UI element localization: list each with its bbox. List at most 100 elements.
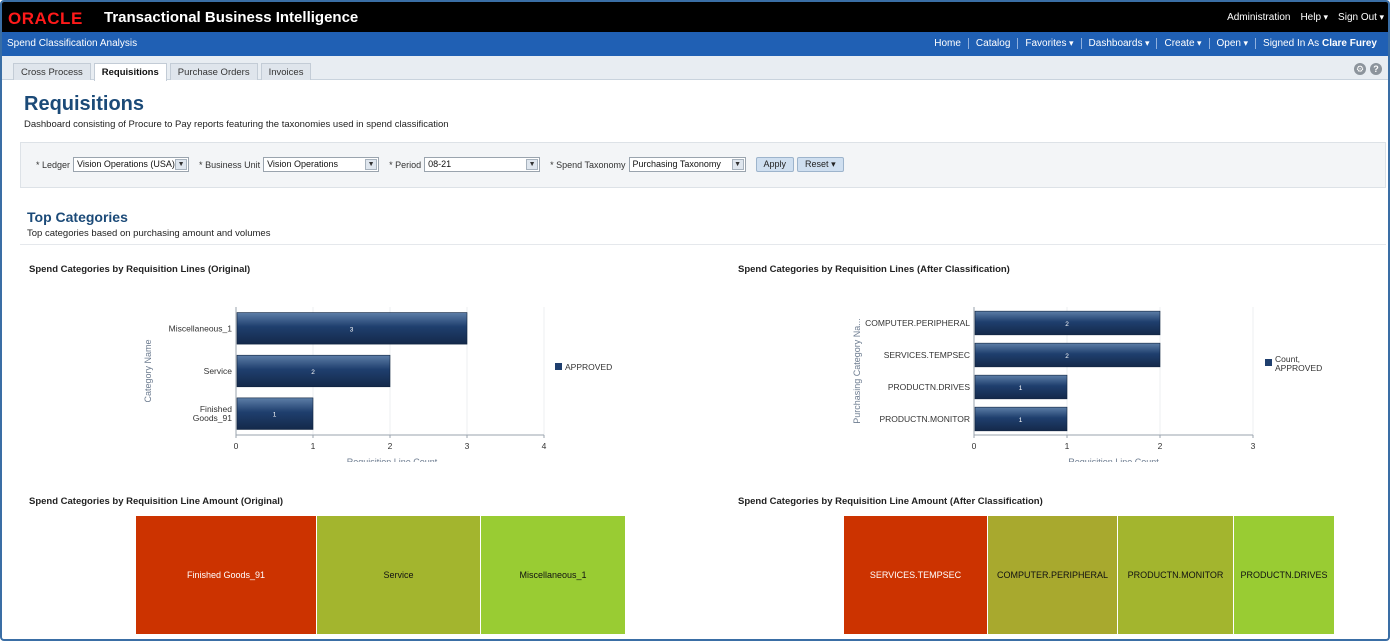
treemap-tile[interactable]: PRODUCTN.DRIVES bbox=[1234, 516, 1335, 634]
signed-in-label: Signed In As bbox=[1263, 38, 1320, 49]
category-label: PRODUCTN.MONITOR bbox=[879, 414, 970, 424]
nav-links: Home Catalog Favorites Dashboards Create… bbox=[927, 38, 1384, 49]
bar-value-label: 2 bbox=[1065, 353, 1069, 360]
x-tick-label: 0 bbox=[234, 441, 239, 451]
x-tick-label: 3 bbox=[1251, 441, 1256, 451]
chart-title-lines-after: Spend Categories by Requisition Lines (A… bbox=[738, 264, 1010, 275]
treemap-amount-after: SERVICES.TEMPSEC COMPUTER.PERIPHERAL PRODU… bbox=[844, 516, 1335, 634]
sign-out-link[interactable]: Sign Out bbox=[1338, 12, 1384, 23]
treemap-tile[interactable]: COMPUTER.PERIPHERAL bbox=[988, 516, 1118, 634]
category-label: Finished bbox=[200, 404, 232, 414]
x-tick-label: 1 bbox=[1065, 441, 1070, 451]
top-bar: ORACLE Transactional Business Intelligen… bbox=[2, 2, 1388, 32]
x-tick-label: 3 bbox=[465, 441, 470, 451]
tab-cross-process[interactable]: Cross Process bbox=[13, 63, 91, 80]
legend-swatch bbox=[1265, 359, 1272, 366]
chart-title-lines-original: Spend Categories by Requisition Lines (O… bbox=[29, 264, 251, 275]
bar bbox=[974, 342, 1161, 368]
period-select[interactable]: 08-21 ▼ bbox=[424, 157, 541, 172]
bar bbox=[974, 406, 1068, 432]
business-unit-select[interactable]: Vision Operations ▼ bbox=[263, 157, 380, 172]
help-menu[interactable]: Help bbox=[1300, 12, 1328, 23]
category-label: Goods_91 bbox=[193, 413, 232, 423]
business-unit-label: Business Unit bbox=[199, 160, 260, 170]
treemap-tile[interactable]: Miscellaneous_1 bbox=[481, 516, 626, 634]
period-value: 08-21 bbox=[428, 159, 452, 169]
treemap-tile[interactable]: SERVICES.TEMPSEC bbox=[844, 516, 988, 634]
bar-value-label: 2 bbox=[1065, 321, 1069, 328]
signed-in-info: Signed In As Clare Furey bbox=[1255, 38, 1384, 49]
home-link[interactable]: Home bbox=[934, 38, 961, 49]
business-unit-value: Vision Operations bbox=[267, 159, 338, 169]
treemap-amount-original: Finished Goods_91 Service Miscellaneous_1 bbox=[136, 516, 626, 634]
spend-taxonomy-value: Purchasing Taxonomy bbox=[632, 159, 721, 169]
administration-link[interactable]: Administration bbox=[1227, 12, 1291, 23]
y-axis-title: Category Name bbox=[143, 339, 153, 402]
tab-purchase-orders[interactable]: Purchase Orders bbox=[169, 63, 258, 80]
legend-swatch bbox=[555, 363, 562, 370]
tab-bar: Cross Process Requisitions Purchase Orde… bbox=[2, 56, 1388, 81]
legend-label: Count, bbox=[1275, 354, 1300, 364]
x-axis-title: Requisition Line Count bbox=[347, 457, 438, 462]
period-label: Period bbox=[389, 160, 421, 170]
chart-title-amount-original: Spend Categories by Requisition Line Amo… bbox=[29, 496, 284, 507]
x-tick-label: 0 bbox=[972, 441, 977, 451]
reset-button[interactable]: Reset bbox=[797, 157, 844, 172]
section-divider bbox=[20, 244, 1386, 245]
oracle-logo: ORACLE bbox=[8, 9, 83, 28]
user-name[interactable]: Clare Furey bbox=[1321, 38, 1377, 49]
tab-invoices[interactable]: Invoices bbox=[260, 63, 312, 80]
bar bbox=[974, 310, 1161, 336]
bar-value-label: 2 bbox=[311, 369, 315, 376]
treemap-tile[interactable]: Service bbox=[317, 516, 481, 634]
prompt-row: Ledger Vision Operations (USA)▼ Business… bbox=[36, 157, 847, 172]
dashboard-tabs: Cross Process Requisitions Purchase Orde… bbox=[13, 63, 312, 81]
category-label: Service bbox=[204, 366, 233, 376]
category-label: PRODUCTN.DRIVES bbox=[888, 382, 971, 392]
treemap-tile[interactable]: Finished Goods_91 bbox=[136, 516, 317, 634]
favorites-menu[interactable]: Favorites bbox=[1017, 38, 1080, 49]
treemap-tile[interactable]: PRODUCTN.MONITOR bbox=[1118, 516, 1234, 634]
open-menu[interactable]: Open bbox=[1208, 38, 1256, 49]
category-label: Miscellaneous_1 bbox=[169, 323, 233, 333]
create-menu[interactable]: Create bbox=[1156, 38, 1208, 49]
ledger-value: Vision Operations (USA) bbox=[77, 159, 175, 169]
tab-requisitions[interactable]: Requisitions bbox=[93, 63, 167, 81]
bar bbox=[974, 374, 1068, 400]
y-axis-title: Purchasing Category Na... bbox=[852, 318, 862, 424]
spend-taxonomy-select[interactable]: Purchasing Taxonomy ▼ bbox=[628, 157, 746, 172]
help-icon[interactable]: ? bbox=[1370, 63, 1382, 75]
page-options: ⚙ ? bbox=[1354, 63, 1382, 75]
gear-icon[interactable]: ⚙ bbox=[1354, 63, 1366, 75]
chevron-down-icon[interactable]: ▼ bbox=[526, 159, 539, 170]
dashboards-menu[interactable]: Dashboards bbox=[1080, 38, 1157, 49]
x-tick-label: 2 bbox=[388, 441, 393, 451]
bar bbox=[236, 312, 468, 345]
category-label: COMPUTER.PERIPHERAL bbox=[865, 318, 970, 328]
ledger-label: Ledger bbox=[36, 160, 70, 170]
ledger-select[interactable]: Vision Operations (USA) ▼ bbox=[73, 157, 190, 172]
app-title: Transactional Business Intelligence bbox=[104, 9, 359, 26]
legend-label: APPROVED bbox=[565, 362, 612, 372]
section-title: Top Categories bbox=[27, 209, 128, 225]
x-axis-title: Requisition Line Count bbox=[1068, 457, 1159, 462]
page-subtitle: Dashboard consisting of Procure to Pay r… bbox=[24, 119, 449, 130]
page-title: Requisitions bbox=[24, 93, 145, 115]
bar-chart-lines-original: 0 1 2 3 4 3 Miscellaneous_1 2 Service 1 FinishedGo… bbox=[143, 307, 612, 462]
bar-chart-lines-after: 0 1 2 3 2 COMPUTER.PERIPHERAL 2 SERVICES.TEMPSE… bbox=[852, 307, 1322, 462]
top-links: Administration Help Sign Out bbox=[1227, 12, 1384, 23]
bar bbox=[236, 397, 314, 430]
chevron-down-icon[interactable]: ▼ bbox=[175, 159, 188, 170]
chevron-down-icon[interactable]: ▼ bbox=[731, 159, 744, 170]
bar-value-label: 3 bbox=[350, 326, 354, 333]
apply-button[interactable]: Apply bbox=[755, 157, 795, 172]
spend-taxonomy-label: Spend Taxonomy bbox=[550, 160, 625, 170]
category-label: SERVICES.TEMPSEC bbox=[884, 350, 970, 360]
chevron-down-icon[interactable]: ▼ bbox=[365, 159, 378, 170]
bar-value-label: 1 bbox=[273, 412, 277, 419]
legend-label: APPROVED bbox=[1275, 363, 1322, 373]
x-tick-label: 2 bbox=[1158, 441, 1163, 451]
section-subtitle: Top categories based on purchasing amoun… bbox=[27, 228, 271, 239]
catalog-link[interactable]: Catalog bbox=[967, 38, 1017, 49]
